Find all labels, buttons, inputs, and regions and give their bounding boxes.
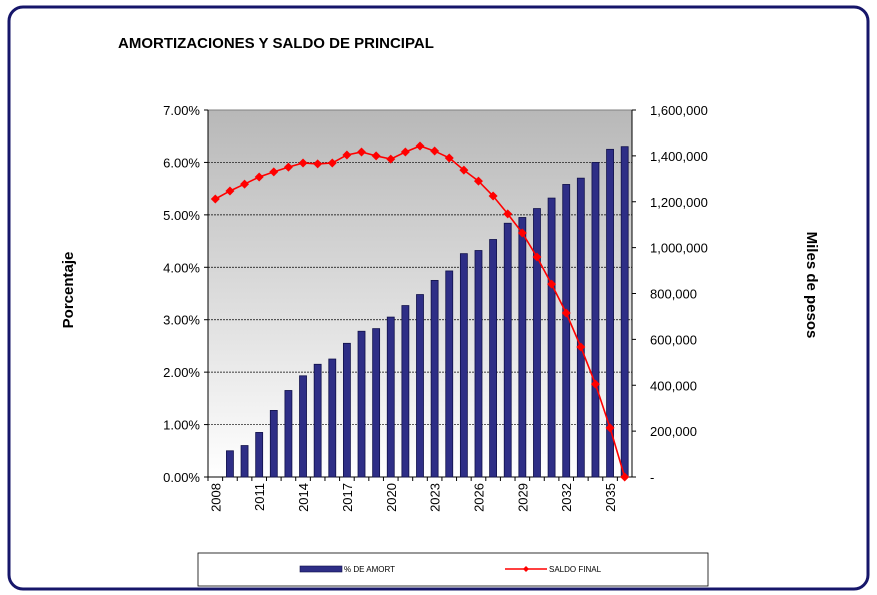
line-marker bbox=[254, 172, 264, 182]
y-tick-label: 5.00% bbox=[163, 208, 200, 223]
bar bbox=[606, 148, 614, 478]
bar bbox=[533, 208, 541, 478]
y2-tick-label: 1,200,000 bbox=[650, 195, 708, 210]
x-tick-label: 2026 bbox=[471, 483, 486, 512]
legend bbox=[197, 552, 709, 587]
line-marker bbox=[371, 151, 381, 161]
bar bbox=[269, 410, 278, 478]
line-marker bbox=[400, 147, 410, 157]
x-tick-label: 2023 bbox=[428, 483, 443, 512]
line-marker bbox=[386, 154, 396, 164]
bar bbox=[430, 279, 439, 478]
bar bbox=[416, 294, 424, 478]
bar bbox=[342, 342, 351, 478]
y2-tick-label: - bbox=[650, 470, 654, 485]
legend-swatch bbox=[299, 565, 343, 573]
bar bbox=[547, 197, 556, 478]
line-marker bbox=[620, 472, 630, 482]
y2-tick-label: 800,000 bbox=[650, 287, 697, 302]
legend-label: SALDO FINAL bbox=[549, 565, 602, 574]
y2-tick-label: 1,600,000 bbox=[650, 103, 708, 118]
legend-swatch bbox=[523, 566, 529, 572]
bar bbox=[518, 217, 527, 478]
bar bbox=[328, 358, 337, 478]
x-tick-label: 2014 bbox=[296, 483, 311, 512]
line-marker bbox=[605, 423, 615, 433]
bar bbox=[474, 250, 483, 478]
y-tick-label: 0.00% bbox=[163, 470, 200, 485]
line-marker bbox=[547, 279, 557, 289]
x-tick-label: 2032 bbox=[559, 483, 574, 512]
bar bbox=[503, 222, 512, 478]
x-tick-label: 2017 bbox=[340, 483, 355, 512]
x-tick-label: 2008 bbox=[208, 483, 223, 512]
legend-label: % DE AMORT bbox=[344, 565, 395, 574]
x-tick-label: 2029 bbox=[515, 483, 530, 512]
bar bbox=[386, 316, 395, 478]
bar bbox=[255, 432, 264, 478]
chart-title: AMORTIZACIONES Y SALDO DE PRINCIPAL bbox=[118, 35, 434, 52]
line-marker bbox=[298, 158, 308, 168]
line-marker bbox=[532, 252, 542, 262]
y-tick-label: 4.00% bbox=[163, 260, 200, 275]
bar bbox=[620, 146, 629, 478]
x-tick-label: 2035 bbox=[603, 483, 618, 512]
y2-tick-label: 600,000 bbox=[650, 332, 697, 347]
bar bbox=[576, 177, 585, 478]
x-tick-label: 2020 bbox=[384, 483, 399, 512]
line-marker bbox=[590, 379, 600, 389]
y-tick-label: 2.00% bbox=[163, 365, 200, 380]
line-marker bbox=[459, 165, 469, 175]
bar bbox=[313, 363, 322, 478]
bar bbox=[284, 390, 293, 478]
y-tick-label: 3.00% bbox=[163, 313, 200, 328]
line-marker bbox=[269, 167, 279, 177]
line-marker bbox=[444, 153, 454, 163]
bar bbox=[445, 270, 454, 478]
line-marker bbox=[313, 159, 323, 169]
bar bbox=[299, 375, 307, 478]
y-tick-label: 6.00% bbox=[163, 155, 200, 170]
y-axis-label: Porcentaje bbox=[60, 252, 77, 329]
line-marker bbox=[342, 150, 352, 160]
line-marker bbox=[357, 147, 367, 157]
y2-tick-label: 1,000,000 bbox=[650, 241, 708, 256]
bar bbox=[562, 184, 571, 478]
line-marker bbox=[283, 162, 293, 172]
x-tick-label: 2011 bbox=[252, 483, 267, 511]
bar bbox=[372, 328, 381, 478]
bar bbox=[591, 162, 600, 478]
line-marker bbox=[430, 146, 440, 156]
line-marker bbox=[240, 179, 250, 189]
y2-axis-label: Miles de pesos bbox=[803, 232, 820, 339]
line-marker bbox=[327, 158, 337, 168]
y2-tick-label: 1,400,000 bbox=[650, 149, 708, 164]
y-tick-label: 7.00% bbox=[163, 103, 200, 118]
bar bbox=[357, 330, 366, 478]
bar bbox=[459, 253, 468, 478]
y-tick-label: 1.00% bbox=[163, 418, 200, 433]
line-marker bbox=[225, 186, 235, 196]
line-marker bbox=[488, 191, 498, 201]
y2-tick-label: 200,000 bbox=[650, 424, 697, 439]
line-marker bbox=[561, 308, 571, 318]
line-marker bbox=[576, 342, 586, 352]
line-marker bbox=[503, 209, 513, 219]
line-marker bbox=[473, 176, 483, 186]
bar bbox=[226, 450, 234, 478]
y2-tick-label: 400,000 bbox=[650, 378, 697, 393]
line-marker bbox=[210, 194, 220, 204]
bar bbox=[489, 239, 498, 478]
line-marker bbox=[517, 228, 527, 238]
line-marker bbox=[415, 141, 425, 151]
bar bbox=[240, 445, 249, 478]
bar bbox=[401, 305, 410, 478]
